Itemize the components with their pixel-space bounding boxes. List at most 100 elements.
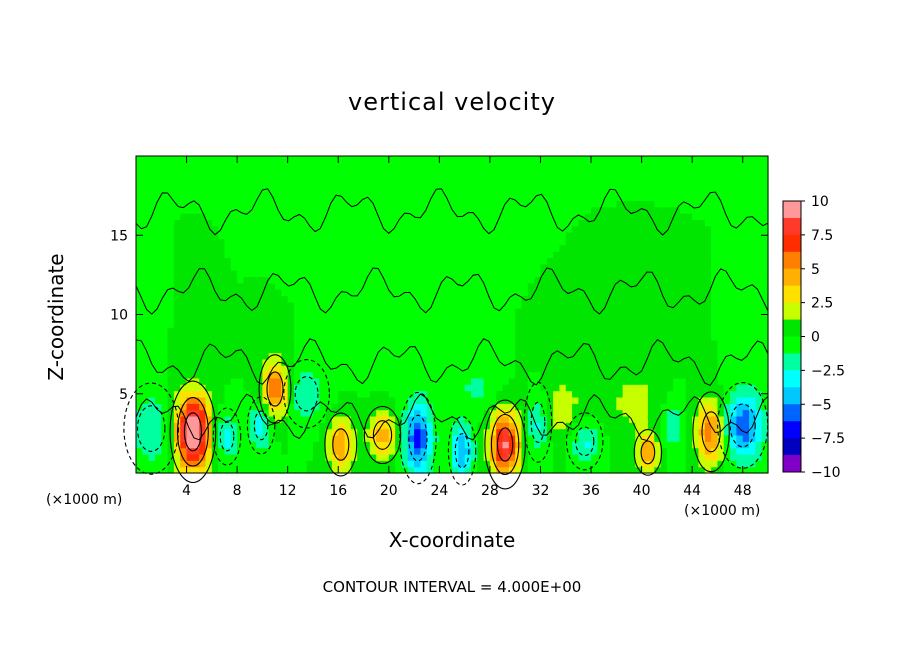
- heatmap-cell: [666, 276, 674, 284]
- heatmap-cell: [161, 339, 169, 347]
- heatmap-cell: [281, 244, 289, 252]
- heatmap-cell: [249, 409, 257, 417]
- heatmap-cell: [730, 181, 737, 189]
- heatmap-cell: [559, 200, 567, 208]
- heatmap-cell: [224, 270, 232, 278]
- heatmap-cell: [439, 377, 447, 385]
- heatmap-cell: [610, 441, 617, 449]
- heatmap-cell: [287, 371, 295, 379]
- heatmap-cell: [306, 333, 314, 341]
- heatmap-cell: [414, 428, 421, 436]
- heatmap-cell: [616, 396, 624, 404]
- heatmap-cell: [502, 251, 510, 259]
- heatmap-cell: [388, 358, 396, 366]
- heatmap-cell: [344, 346, 352, 354]
- heatmap-cell: [572, 175, 579, 182]
- heatmap-cell: [483, 206, 491, 214]
- heatmap-cell: [205, 270, 213, 278]
- heatmap-cell: [559, 327, 567, 335]
- heatmap-cell: [414, 295, 421, 303]
- heatmap-cell: [647, 447, 655, 455]
- heatmap-cell: [249, 460, 257, 468]
- heatmap-cell: [243, 295, 251, 303]
- heatmap-cell: [477, 156, 485, 163]
- heatmap-cell: [243, 365, 251, 373]
- heatmap-cell: [439, 447, 447, 455]
- heatmap-cell: [357, 257, 365, 265]
- heatmap-cell: [515, 339, 523, 347]
- heatmap-cell: [148, 162, 156, 170]
- heatmap-cell: [331, 371, 339, 379]
- heatmap-cell: [344, 270, 352, 278]
- heatmap-cell: [395, 270, 403, 278]
- heatmap-cell: [376, 346, 384, 354]
- heatmap-cell: [597, 219, 605, 227]
- heatmap-cell: [433, 206, 440, 214]
- heatmap-cell: [262, 194, 270, 201]
- heatmap-cell: [666, 371, 674, 379]
- heatmap-cell: [628, 194, 636, 201]
- heatmap-cell: [584, 289, 592, 297]
- heatmap-cell: [483, 213, 491, 220]
- heatmap-cell: [546, 365, 554, 373]
- heatmap-cell: [666, 453, 674, 461]
- heatmap-cell: [401, 396, 409, 404]
- heatmap-cell: [527, 175, 535, 182]
- heatmap-cell: [395, 295, 403, 303]
- heatmap-cell: [603, 358, 611, 366]
- heatmap-cell: [237, 460, 245, 468]
- heatmap-cell: [458, 466, 466, 474]
- heatmap-cell: [730, 396, 737, 404]
- heatmap-cell: [344, 175, 352, 182]
- heatmap-cell: [565, 371, 573, 379]
- heatmap-cell: [249, 257, 257, 265]
- heatmap-cell: [306, 263, 314, 271]
- heatmap-cell: [275, 156, 282, 163]
- heatmap-cell: [508, 371, 516, 379]
- heatmap-cell: [136, 377, 143, 385]
- heatmap-cell: [749, 187, 756, 195]
- heatmap-cell: [407, 168, 415, 176]
- heatmap-cell: [445, 206, 453, 214]
- heatmap-cell: [312, 181, 320, 189]
- heatmap-cell: [730, 409, 737, 417]
- heatmap-cell: [338, 371, 346, 379]
- heatmap-cell: [628, 295, 636, 303]
- heatmap-cell: [237, 308, 245, 316]
- heatmap-cell: [331, 352, 339, 360]
- heatmap-cell: [161, 187, 169, 195]
- heatmap-cell: [243, 289, 251, 297]
- heatmap-cell: [344, 225, 352, 233]
- heatmap-cell: [401, 333, 409, 341]
- heatmap-cell: [591, 358, 598, 366]
- heatmap-cell: [401, 168, 409, 176]
- heatmap-cell: [281, 460, 289, 468]
- heatmap-cell: [704, 390, 712, 398]
- heatmap-cell: [597, 422, 605, 430]
- heatmap-cell: [281, 301, 289, 309]
- heatmap-cell: [736, 238, 744, 246]
- heatmap-cell: [407, 301, 415, 309]
- heatmap-cell: [300, 181, 308, 189]
- heatmap-cell: [306, 422, 314, 430]
- heatmap-cell: [489, 295, 497, 303]
- heatmap-cell: [660, 251, 668, 259]
- heatmap-cell: [527, 187, 535, 195]
- heatmap-cell: [300, 358, 308, 366]
- heatmap-cell: [610, 314, 617, 322]
- heatmap-cell: [357, 187, 365, 195]
- heatmap-cell: [559, 206, 567, 214]
- heatmap-cell: [641, 168, 649, 176]
- heatmap-cell: [325, 466, 333, 474]
- heatmap-cell: [508, 200, 516, 208]
- heatmap-cell: [192, 289, 200, 297]
- heatmap-cell: [711, 365, 719, 373]
- heatmap-cell: [192, 200, 200, 208]
- heatmap-cell: [275, 276, 282, 284]
- heatmap-cell: [464, 384, 472, 392]
- heatmap-cells: [136, 156, 769, 474]
- heatmap-cell: [591, 206, 598, 214]
- heatmap-cell: [736, 225, 744, 233]
- heatmap-cell: [268, 447, 276, 455]
- heatmap-cell: [679, 263, 687, 271]
